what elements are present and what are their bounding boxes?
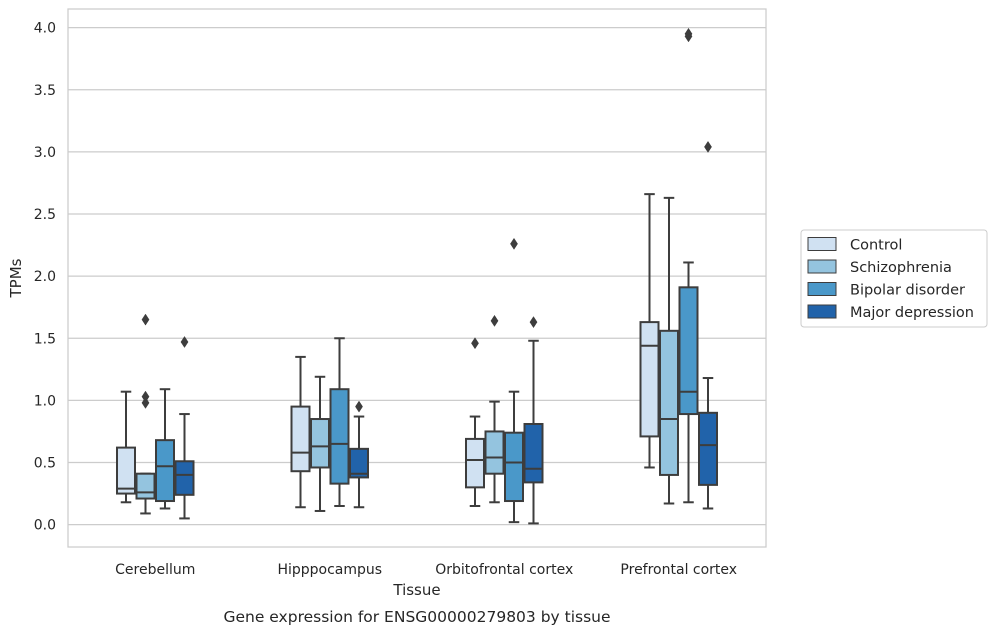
box-2-2	[504, 237, 524, 524]
legend-frame	[800, 229, 988, 328]
y-tick-label: 4.0	[34, 21, 56, 37]
box-0-0	[116, 390, 136, 504]
box-iqr	[329, 388, 350, 485]
y-tick-label: 1.5	[34, 331, 56, 347]
legend-swatch	[807, 259, 837, 274]
y-tick-label: 3.5	[34, 83, 56, 99]
legend-label: Schizophrenia	[850, 260, 952, 276]
legend-label: Control	[850, 238, 902, 254]
box-2-0	[465, 337, 485, 507]
y-tick-label: 0.5	[34, 456, 56, 472]
outlier-point	[704, 140, 712, 153]
box-iqr	[698, 411, 718, 486]
outlier-point	[684, 27, 693, 40]
box-iqr	[659, 329, 679, 476]
box-2-3	[523, 316, 544, 525]
legend-label: Major depression	[850, 305, 974, 321]
box-0-1	[135, 313, 156, 515]
box-1-2	[329, 337, 350, 507]
box-1-0	[290, 355, 311, 509]
y-tick-label: 1.0	[34, 393, 56, 409]
outlier-point	[510, 237, 518, 250]
box-3-3	[698, 140, 718, 510]
box-iqr	[116, 446, 136, 495]
box-iqr	[639, 321, 660, 438]
outlier-point	[490, 314, 499, 327]
outlier-point	[180, 336, 189, 348]
y-tick-label: 2.0	[34, 269, 56, 285]
box-0-2	[155, 388, 175, 510]
box-iqr	[174, 460, 195, 496]
box-groups	[116, 27, 718, 525]
box-iqr	[135, 472, 156, 500]
x-axis-label: Tissue	[392, 581, 440, 599]
y-tick-label: 2.5	[34, 207, 56, 223]
outlier-point	[355, 400, 363, 413]
y-axis-label: TPMs	[7, 258, 25, 298]
box-0-3	[174, 336, 195, 520]
box-iqr	[678, 286, 699, 416]
outlier-point	[529, 316, 538, 329]
outlier-point	[141, 313, 150, 326]
y-tick-label: 3.0	[34, 145, 56, 161]
box-2-1	[484, 314, 505, 504]
box-iqr	[504, 431, 524, 503]
x-tick-label: Prefrontal cortex	[620, 562, 737, 578]
box-iqr	[349, 447, 369, 479]
outlier-point	[471, 337, 479, 350]
x-tick-label: Cerebellum	[115, 562, 195, 578]
x-tick-label: Hipppocampus	[277, 562, 382, 578]
legend: Control Schizophrenia Bipolar disorder Majo…	[800, 229, 988, 328]
legend-swatch	[807, 237, 837, 251]
box-iqr	[155, 439, 175, 503]
legend-swatch	[807, 282, 837, 296]
x-tick-labels: Cerebellum Hipppocampus Orbitofrontal cort…	[115, 562, 737, 578]
y-tick-label: 0.0	[34, 518, 56, 534]
box-iqr	[523, 422, 544, 484]
outlier-point	[141, 390, 150, 403]
box-iqr	[310, 418, 330, 469]
box-3-2	[678, 27, 699, 504]
outlier-point	[141, 396, 150, 409]
box-3-1	[659, 196, 679, 505]
y-tick-labels: 0.0 0.5 1.0 1.5 2.0 2.5 3.0 3.5 4.0	[34, 21, 56, 534]
box-3-0	[639, 193, 660, 469]
box-iqr	[484, 430, 505, 475]
chart-caption: Gene expression for ENSG00000279803 by t…	[223, 608, 610, 626]
box-1-3	[349, 400, 369, 509]
box-iqr	[465, 437, 485, 489]
legend-swatch	[807, 304, 837, 319]
x-tick-label: Orbitofrontal cortex	[435, 562, 573, 578]
plot-frame	[67, 8, 767, 548]
legend-label: Bipolar disorder	[850, 283, 965, 299]
box-1-1	[310, 375, 330, 512]
box-iqr	[290, 405, 311, 473]
